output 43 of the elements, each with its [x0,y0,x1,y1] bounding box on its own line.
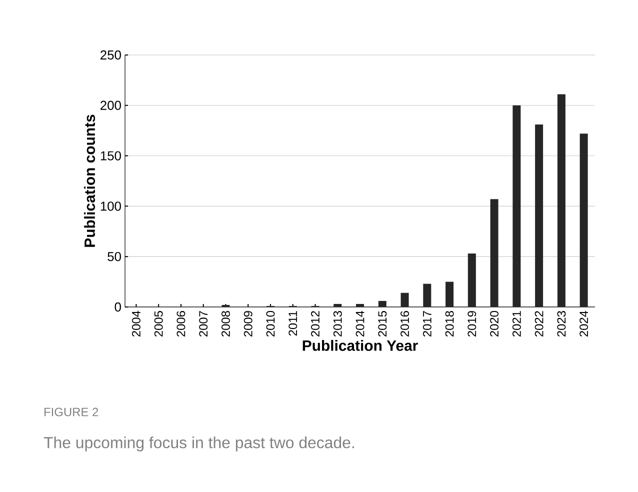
text: The upcoming focus in the past two decade. [44,436,354,452]
x-tick-label: 2023 [557,311,566,337]
x-tick-label: 2013 [333,311,342,337]
x-tick-label: 2008 [221,311,230,337]
x-tick-label: 2014 [356,310,364,337]
x-tick-label: 2010 [266,310,275,337]
bar [423,284,432,307]
bar [512,105,521,307]
bar [378,300,386,307]
x-tick-label: 2019 [468,311,476,337]
y-tick-label: 200 [100,100,121,110]
x-tick-label: 2016 [400,311,409,337]
bar [490,199,498,307]
bar [468,254,476,307]
x-tick-label: 2011 [288,311,298,336]
x-axis-title: Publication Year [302,340,418,351]
x-tick-label: 2022 [534,311,544,337]
bar [446,282,454,307]
y-tick-label: 50 [108,252,121,262]
x-tick-label: 2021 [512,311,521,337]
x-tick-label: 2007 [199,311,208,337]
x-tick-label: 2018 [445,311,454,337]
bar [334,304,342,307]
bar [580,134,588,307]
y-tick-label: 150 [100,151,121,160]
caption: FIGURE 2 [44,408,98,416]
x-tick-label: 2012 [311,311,320,337]
x-tick-label: 2017 [422,311,432,337]
x-tick-label: 2005 [154,311,163,337]
x-tick-label: 2020 [490,310,499,337]
x-tick-label: 2015 [378,311,387,337]
bar [557,94,566,307]
bar [356,304,364,307]
x-tick-label: 2006 [176,311,186,337]
x-tick-label: 2009 [244,311,252,337]
x-tick-label: 2004 [132,310,140,337]
y-axis-title: Publication counts [84,114,96,247]
x-tick-label: 2024 [580,310,588,337]
y-tick-label: 100 [100,202,121,211]
bar [535,124,544,307]
y-tick-label: 250 [100,50,121,60]
y-tick-label: 0 [114,302,121,312]
bar [400,292,409,307]
